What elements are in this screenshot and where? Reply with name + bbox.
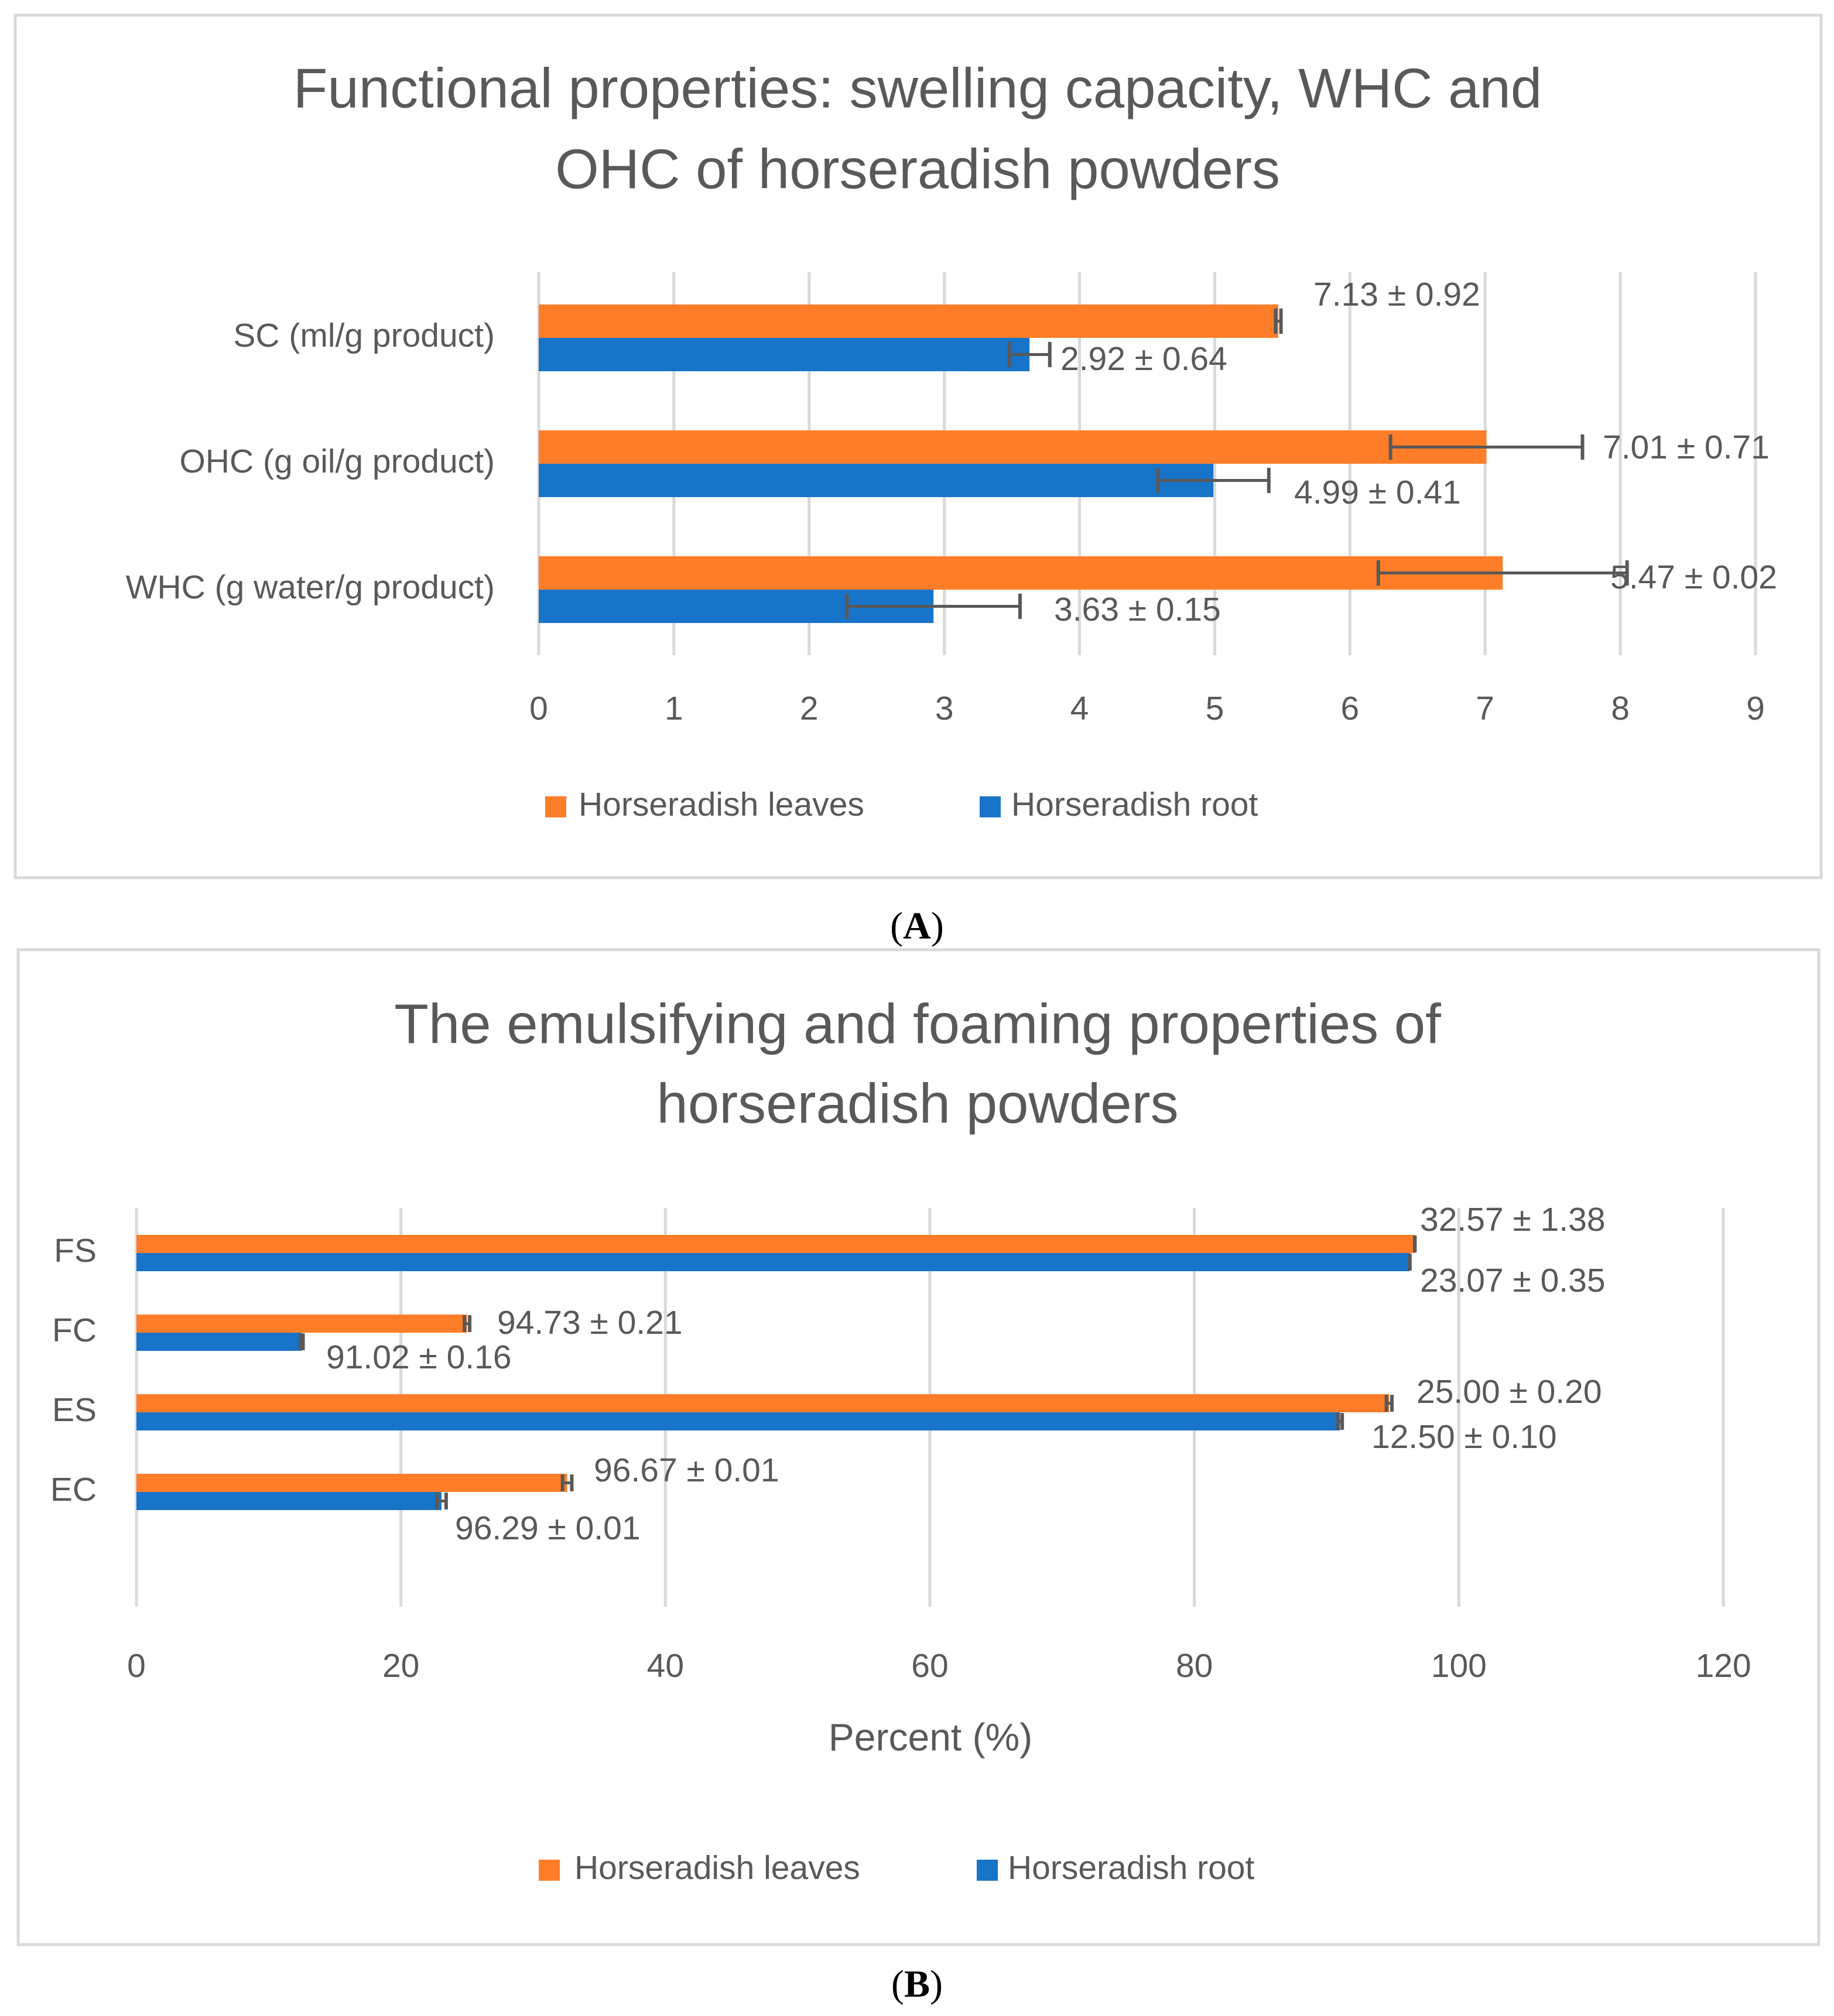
x-tick-label: 100: [1431, 1647, 1487, 1685]
category-label: EC: [50, 1471, 97, 1508]
chart-title-line: Functional properties: swelling capacity…: [293, 57, 1542, 119]
error-bar: [560, 1474, 574, 1491]
legend-item-leaves: Horseradish leaves: [545, 786, 864, 823]
caption-b: (B): [891, 1963, 943, 2005]
data-label: 4.99 ± 0.41: [1294, 474, 1461, 511]
x-tick-label: 8: [1611, 690, 1630, 727]
chart-b-emulsifying-foaming: The emulsifying and foaming properties o…: [16, 948, 1821, 1946]
category-label: FS: [54, 1232, 97, 1269]
error-bar: [1388, 434, 1585, 460]
data-label: 7.13 ± 0.92: [1313, 276, 1480, 313]
caption-a: (A): [890, 905, 944, 947]
category-label: OHC (g oil/g product): [179, 443, 495, 480]
bar-leaves: [136, 1474, 567, 1492]
data-label: 7.01 ± 0.71: [1603, 429, 1770, 466]
error-bar: [1156, 467, 1271, 494]
x-tick-label: 0: [529, 690, 548, 727]
error-bar: [1007, 341, 1052, 368]
data-label: 12.50 ± 0.10: [1371, 1418, 1557, 1456]
legend-label: Horseradish leaves: [574, 1849, 860, 1887]
category-label: ES: [52, 1391, 97, 1429]
legend-swatch: [977, 1860, 998, 1881]
chart-title-line: OHC of horseradish powders: [555, 138, 1280, 200]
bar-leaves: [539, 304, 1278, 338]
error-bar: [1336, 1413, 1344, 1430]
x-tick-label: 120: [1695, 1647, 1751, 1685]
x-tick-label: 9: [1746, 690, 1765, 727]
error-bar: [463, 1315, 472, 1332]
chart-title-line: The emulsifying and foaming properties o…: [394, 992, 1441, 1055]
legend-item-root: Horseradish root: [980, 786, 1258, 823]
category-label: SC (ml/g product): [233, 317, 495, 354]
bar-root: [136, 1412, 1340, 1430]
chart-title-line: horseradish powders: [656, 1072, 1178, 1135]
x-tick-label: 3: [935, 690, 954, 727]
bar-root: [136, 1492, 442, 1510]
x-tick-label: 7: [1476, 690, 1494, 727]
x-tick-label: 1: [665, 690, 683, 727]
x-tick-label: 0: [127, 1647, 146, 1685]
chart-a-functional-properties: Functional properties: swelling capacity…: [13, 13, 1823, 879]
legend-swatch: [545, 796, 566, 817]
error-bar: [1384, 1395, 1394, 1412]
data-label: 23.07 ± 0.35: [1420, 1262, 1606, 1299]
data-label: 2.92 ± 0.64: [1060, 340, 1227, 378]
legend-label: Horseradish leaves: [579, 786, 864, 823]
legend-item-root: Horseradish root: [977, 1849, 1255, 1887]
bar-leaves: [136, 1315, 467, 1333]
data-label: 96.29 ± 0.01: [455, 1510, 641, 1547]
error-bar: [435, 1493, 448, 1510]
data-label: 32.57 ± 1.38: [1420, 1201, 1606, 1238]
error-bar: [845, 593, 1022, 619]
category-label: WHC (g water/g product): [126, 569, 495, 606]
data-label: 25.00 ± 0.20: [1416, 1373, 1602, 1411]
x-tick-label: 6: [1340, 690, 1359, 727]
category-label: FC: [52, 1312, 97, 1349]
data-label: 96.67 ± 0.01: [594, 1452, 779, 1489]
data-label: 94.73 ± 0.21: [497, 1304, 683, 1341]
data-label: 5.47 ± 0.02: [1610, 559, 1777, 596]
bar-root: [136, 1253, 1410, 1271]
legend-item-leaves: Horseradish leaves: [539, 1849, 860, 1887]
bar-root: [539, 464, 1214, 497]
error-bar: [1376, 560, 1629, 586]
x-tick-label: 5: [1206, 690, 1224, 727]
legend-label: Horseradish root: [1011, 786, 1258, 823]
x-tick-label: 40: [647, 1647, 684, 1685]
error-bar: [299, 1333, 305, 1350]
x-tick-label: 2: [800, 690, 819, 727]
bar-root: [136, 1333, 302, 1351]
x-tick-label: 60: [911, 1647, 948, 1685]
data-label: 91.02 ± 0.16: [326, 1339, 512, 1376]
legend-swatch: [980, 796, 1001, 817]
bar-leaves: [539, 430, 1487, 464]
x-tick-label: 80: [1176, 1647, 1213, 1685]
bar-leaves: [539, 556, 1503, 590]
bar-leaves: [136, 1394, 1390, 1412]
bar-root: [539, 338, 1030, 371]
chart-border: [16, 948, 1821, 1946]
legend-label: Horseradish root: [1008, 1849, 1255, 1887]
bar-leaves: [136, 1235, 1415, 1253]
x-tick-label: 4: [1070, 690, 1089, 727]
x-axis-title: Percent (%): [829, 1715, 1032, 1758]
x-tick-label: 20: [382, 1647, 419, 1685]
legend-swatch: [539, 1860, 560, 1881]
data-label: 3.63 ± 0.15: [1054, 591, 1221, 628]
error-bar: [1274, 308, 1283, 334]
